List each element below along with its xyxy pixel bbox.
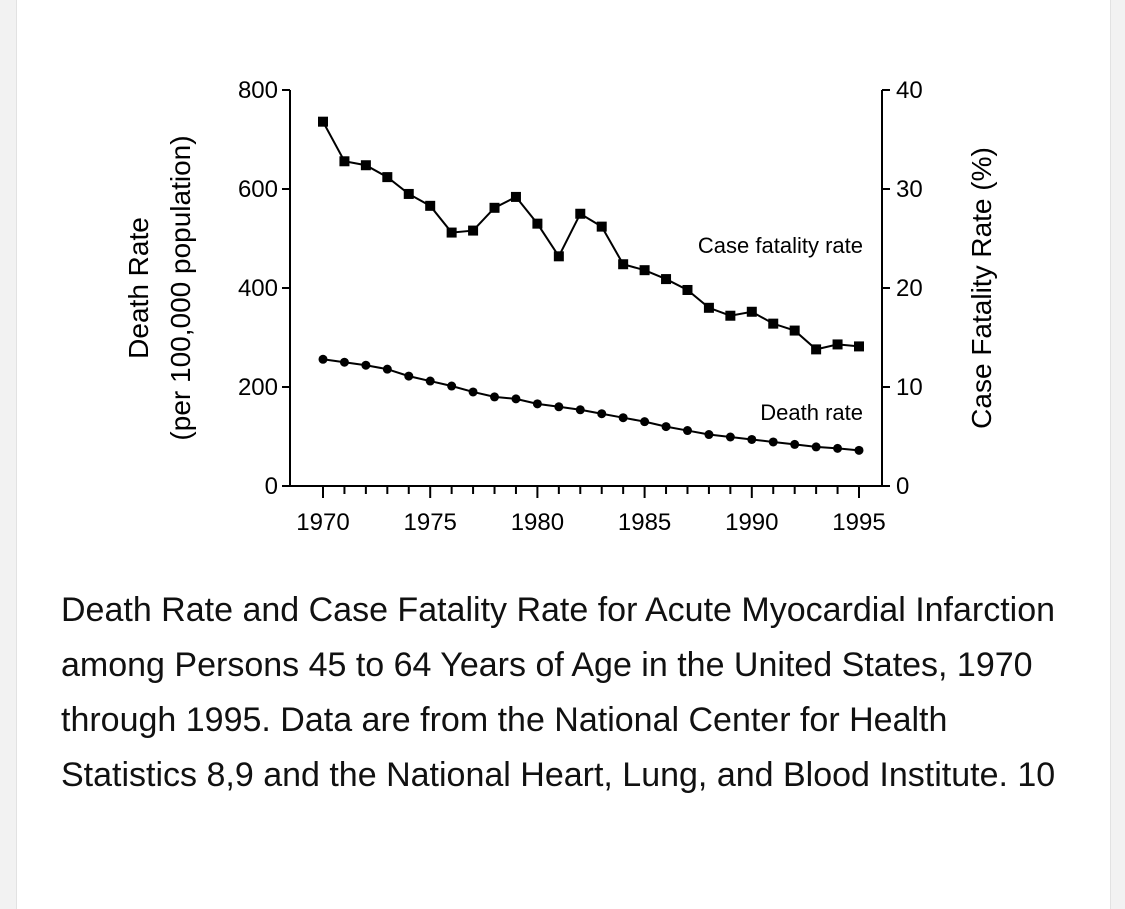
line-chart: 0 200 400 600 800 0 10 20 30 40 1970 1975 1980 1985 19… (123, 77, 997, 536)
case-fatality-rate-point (725, 310, 736, 321)
left-y-tick-label: 600 (238, 176, 278, 203)
case-fatality-rate-point (553, 251, 564, 262)
death-rate-point (661, 422, 671, 432)
case-fatality-rate-point (854, 341, 864, 352)
case-fatality-rate-point (832, 339, 843, 350)
right-y-tick-label: 10 (896, 374, 923, 401)
right-y-tick-label: 20 (896, 275, 923, 302)
death-rate-point (704, 430, 714, 440)
death-rate-point (361, 360, 371, 370)
right-y-tick-label: 0 (896, 473, 909, 500)
case-fatality-rate-point (596, 221, 607, 232)
death-rate-point (425, 376, 435, 386)
left-y-tick-label: 200 (238, 374, 278, 401)
death-rate-point (597, 409, 607, 419)
right-y-tick-label: 30 (896, 176, 923, 203)
left-y-tick-label: 800 (238, 77, 278, 104)
case-fatality-rate-point (403, 188, 414, 199)
death-rate-point (768, 437, 778, 447)
x-tick-label: 1980 (511, 509, 564, 536)
x-tick-label: 1970 (296, 509, 349, 536)
case-fatality-rate-point (746, 306, 757, 317)
case-fatality-rate-point (639, 265, 650, 276)
right-axis-title: Case Fatality Rate (%) (966, 147, 997, 429)
death-rate-point (468, 387, 478, 397)
case-fatality-rate-point (468, 225, 479, 236)
death-rate-point (404, 371, 414, 381)
case-fatality-rate-point (425, 200, 436, 211)
left-y-tick-label: 400 (238, 275, 278, 302)
case-fatality-rate-point (768, 318, 779, 329)
chart-axes: 0 200 400 600 800 0 10 20 30 40 1970 1975 1980 1985 19… (238, 77, 923, 536)
case-fatality-rate-point (532, 218, 543, 229)
death-rate-point (682, 426, 692, 436)
death-rate-point (725, 432, 735, 442)
x-tick-label: 1990 (725, 509, 778, 536)
case-fatality-rate-point (382, 172, 393, 183)
death-rate-point (790, 439, 800, 449)
figure-caption: Death Rate and Case Fatality Rate for Ac… (61, 591, 1056, 794)
death-rate-point (318, 354, 328, 364)
death-rate-point (811, 442, 821, 452)
left-axis-title-line2: (per 100,000 population) (165, 135, 196, 440)
death-rate-point (747, 434, 757, 444)
case-fatality-rate-point (360, 160, 371, 171)
death-rate-point (532, 399, 542, 409)
death-rate-point (575, 405, 585, 415)
case-fatality-rate-point (489, 202, 500, 213)
death-rate-point (640, 417, 650, 427)
death-rate-label: Death rate (760, 400, 863, 425)
death-rate-point (490, 392, 500, 402)
death-rate-point (339, 357, 349, 367)
case-fatality-rate-point (661, 274, 672, 285)
x-tick-label: 1985 (618, 509, 671, 536)
case-fatality-rate-label: Case fatality rate (698, 233, 863, 258)
left-axis-title-line1: Death Rate (123, 217, 154, 359)
case-fatality-rate-point (446, 227, 457, 238)
x-tick-label: 1995 (832, 509, 885, 536)
case-fatality-rate-point (703, 302, 714, 313)
case-fatality-rate-point (318, 116, 328, 127)
case-fatality-rate-point (789, 325, 800, 336)
figure-card (16, 0, 1111, 909)
chart-marks (318, 116, 864, 455)
case-fatality-rate-point (510, 191, 521, 202)
death-rate-point (511, 394, 521, 404)
x-tick-label: 1975 (404, 509, 457, 536)
case-fatality-rate-point (618, 259, 629, 270)
right-y-tick-label: 40 (896, 77, 923, 104)
case-fatality-rate-point (575, 208, 586, 219)
case-fatality-rate-point (682, 284, 693, 295)
case-fatality-rate-point (811, 344, 822, 355)
case-fatality-rate-point (339, 156, 350, 167)
death-rate-point (447, 381, 457, 391)
death-rate-point (854, 445, 864, 455)
death-rate-point (833, 443, 843, 453)
death-rate-point (554, 402, 564, 412)
death-rate-point (618, 413, 628, 423)
death-rate-point (382, 364, 392, 374)
left-y-tick-label: 0 (265, 473, 278, 500)
